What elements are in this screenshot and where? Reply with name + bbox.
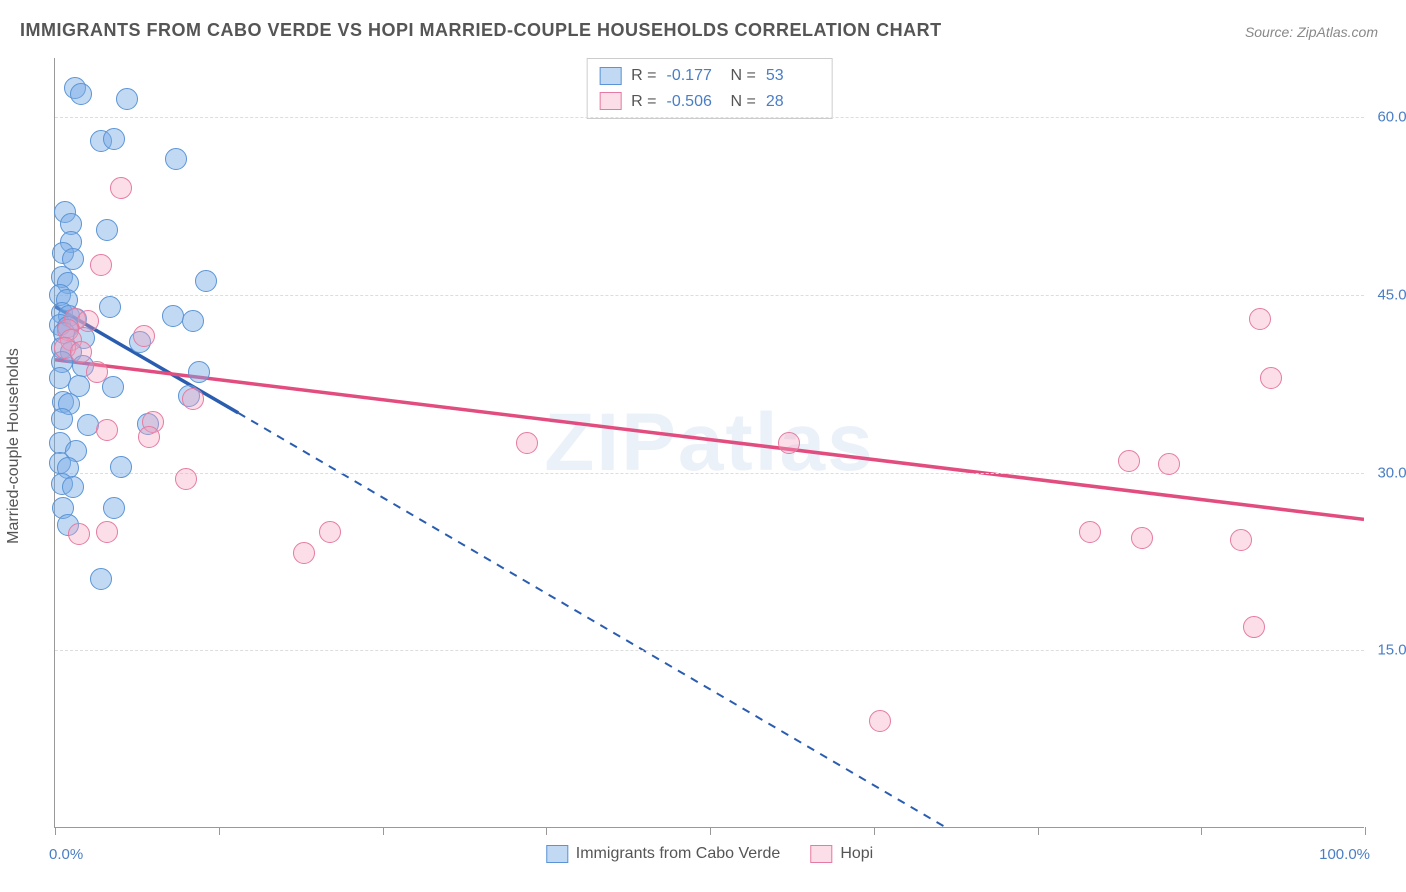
data-point-b — [96, 521, 118, 543]
legend-label-a: Immigrants from Cabo Verde — [576, 845, 781, 863]
x-tick — [219, 827, 220, 835]
chart-title: IMMIGRANTS FROM CABO VERDE VS HOPI MARRI… — [20, 20, 1386, 41]
x-tick — [874, 827, 875, 835]
x-tick — [383, 827, 384, 835]
y-tick-label: 15.0% — [1364, 642, 1406, 659]
data-point-b — [175, 468, 197, 490]
n-label: N = — [731, 89, 756, 115]
x-axis-min-label: 0.0% — [49, 846, 83, 863]
data-point-b — [1131, 527, 1153, 549]
legend-item-b: Hopi — [810, 845, 873, 863]
r-label: R = — [631, 63, 656, 89]
data-point-b — [90, 254, 112, 276]
data-point-b — [293, 542, 315, 564]
x-axis-max-label: 100.0% — [1319, 846, 1370, 863]
data-point-a — [110, 456, 132, 478]
watermark-text: ZIPatlas — [544, 396, 874, 490]
y-tick-label: 45.0% — [1364, 286, 1406, 303]
stats-legend-box: R = -0.177 N = 53 R = -0.506 N = 28 — [586, 58, 833, 119]
swatch-a-icon — [546, 845, 568, 863]
data-point-b — [1118, 450, 1140, 472]
data-point-a — [77, 414, 99, 436]
gridline — [55, 295, 1364, 296]
data-point-b — [110, 177, 132, 199]
swatch-a-icon — [599, 67, 621, 85]
data-point-b — [1079, 521, 1101, 543]
data-point-b — [1230, 529, 1252, 551]
n-value-a: 53 — [766, 63, 820, 89]
y-axis-title: Married-couple Households — [5, 348, 23, 544]
data-point-b — [68, 523, 90, 545]
data-point-b — [182, 388, 204, 410]
data-point-b — [86, 361, 108, 383]
y-tick-label: 60.0% — [1364, 109, 1406, 126]
data-point-a — [188, 361, 210, 383]
data-point-a — [96, 219, 118, 241]
source-attribution: Source: ZipAtlas.com — [1245, 24, 1378, 40]
n-value-b: 28 — [766, 89, 820, 115]
data-point-a — [51, 408, 73, 430]
data-point-b — [1249, 308, 1271, 330]
y-tick-label: 30.0% — [1364, 464, 1406, 481]
gridline — [55, 650, 1364, 651]
legend-item-a: Immigrants from Cabo Verde — [546, 845, 781, 863]
data-point-b — [869, 710, 891, 732]
data-point-b — [77, 310, 99, 332]
data-point-a — [182, 310, 204, 332]
swatch-b-icon — [810, 845, 832, 863]
plot-area: ZIPatlas R = -0.177 N = 53 R = -0.506 N … — [54, 58, 1364, 828]
regression-lines — [55, 58, 1364, 827]
x-tick — [1201, 827, 1202, 835]
data-point-b — [96, 419, 118, 441]
data-point-b — [70, 341, 92, 363]
data-point-a — [70, 83, 92, 105]
data-point-a — [103, 128, 125, 150]
data-point-b — [319, 521, 341, 543]
data-point-b — [1158, 453, 1180, 475]
stats-row-a: R = -0.177 N = 53 — [599, 63, 820, 89]
data-point-a — [116, 88, 138, 110]
data-point-b — [1260, 367, 1282, 389]
data-point-a — [162, 305, 184, 327]
x-tick — [1365, 827, 1366, 835]
r-value-b: -0.506 — [667, 89, 721, 115]
x-tick — [546, 827, 547, 835]
data-point-a — [99, 296, 121, 318]
legend-label-b: Hopi — [840, 845, 873, 863]
data-point-b — [516, 432, 538, 454]
x-tick — [1038, 827, 1039, 835]
data-point-b — [138, 426, 160, 448]
r-value-a: -0.177 — [667, 63, 721, 89]
data-point-a — [195, 270, 217, 292]
swatch-b-icon — [599, 92, 621, 110]
data-point-a — [165, 148, 187, 170]
bottom-legend: Immigrants from Cabo Verde Hopi — [546, 845, 873, 863]
data-point-a — [103, 497, 125, 519]
data-point-b — [778, 432, 800, 454]
data-point-a — [62, 476, 84, 498]
r-label: R = — [631, 89, 656, 115]
x-tick — [55, 827, 56, 835]
data-point-b — [1243, 616, 1265, 638]
data-point-a — [90, 568, 112, 590]
data-point-a — [102, 376, 124, 398]
stats-row-b: R = -0.506 N = 28 — [599, 89, 820, 115]
x-tick — [710, 827, 711, 835]
data-point-b — [133, 325, 155, 347]
n-label: N = — [731, 63, 756, 89]
gridline — [55, 117, 1364, 118]
